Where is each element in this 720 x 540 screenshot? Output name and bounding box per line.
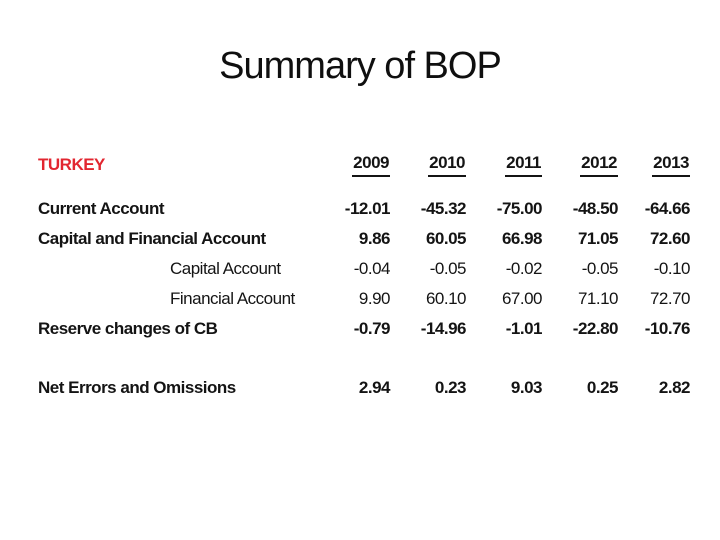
- cell-value: 60.05: [425, 229, 467, 248]
- row-label: Net Errors and Omissions: [38, 378, 236, 397]
- row-label: Capital Account: [170, 259, 281, 278]
- cell-value: -1.01: [505, 319, 543, 338]
- table-header-row: TURKEY 2009 2010 2011 2012 2013: [38, 150, 690, 180]
- cell-value: 2.82: [658, 378, 691, 397]
- cell-value: 72.70: [649, 289, 691, 308]
- region-label: TURKEY: [38, 155, 105, 174]
- cell-value: -0.02: [505, 259, 543, 278]
- slide-title: Summary of BOP: [219, 45, 502, 87]
- row-label: Reserve changes of CB: [38, 319, 218, 338]
- year-header-cell: 2013: [618, 150, 690, 180]
- year-header-cell: 2010: [390, 150, 466, 180]
- table-row: Financial Account 9.90 60.10 67.00 71.10…: [38, 284, 691, 314]
- cell-value: 0.25: [586, 378, 619, 397]
- table-row: Current Account -12.01 -45.32 -75.00 -48…: [38, 194, 691, 224]
- cell-value: 0.23: [434, 378, 467, 397]
- bop-table: TURKEY 2009 2010 2011 2012 2013 Current …: [38, 150, 691, 403]
- cell-value: 2.94: [358, 378, 391, 397]
- cell-value: -0.10: [653, 259, 691, 278]
- cell-value: -0.05: [429, 259, 467, 278]
- row-label: Current Account: [38, 199, 165, 218]
- cell-value: -10.76: [644, 319, 691, 338]
- cell-value: -75.00: [496, 199, 543, 218]
- year-header: 2012: [580, 153, 618, 177]
- table-row: Reserve changes of CB -0.79 -14.96 -1.01…: [38, 314, 691, 344]
- year-header-cell: 2009: [315, 150, 390, 180]
- year-header-cell: 2012: [542, 150, 618, 180]
- table-row: Capital Account -0.04 -0.05 -0.02 -0.05 …: [38, 254, 691, 284]
- year-header: 2010: [428, 153, 466, 177]
- year-header: 2009: [352, 153, 390, 177]
- cell-value: 60.10: [425, 289, 467, 308]
- spacer-row: [38, 344, 690, 373]
- cell-value: -64.66: [644, 199, 691, 218]
- cell-value: -0.04: [353, 259, 391, 278]
- cell-value: -0.79: [353, 319, 391, 338]
- row-label: Financial Account: [170, 289, 295, 308]
- year-header-cell: 2011: [466, 150, 542, 180]
- cell-value: -14.96: [420, 319, 467, 338]
- cell-value: 9.03: [510, 378, 543, 397]
- cell-value: 71.10: [577, 289, 619, 308]
- cell-value: 72.60: [649, 229, 691, 248]
- cell-value: 9.90: [358, 289, 391, 308]
- cell-value: 9.86: [358, 229, 391, 248]
- cell-value: -45.32: [420, 199, 467, 218]
- year-header: 2011: [505, 153, 542, 177]
- cell-value: 66.98: [501, 229, 543, 248]
- cell-value: -12.01: [344, 199, 391, 218]
- table-row: Net Errors and Omissions 2.94 0.23 9.03 …: [38, 373, 691, 403]
- table-row: Capital and Financial Account 9.86 60.05…: [38, 224, 691, 254]
- row-label: Capital and Financial Account: [38, 229, 266, 248]
- cell-value: 67.00: [501, 289, 543, 308]
- spacer-row: [38, 180, 690, 194]
- year-header: 2013: [652, 153, 690, 177]
- cell-value: -48.50: [572, 199, 619, 218]
- cell-value: 71.05: [577, 229, 619, 248]
- cell-value: -0.05: [581, 259, 619, 278]
- cell-value: -22.80: [572, 319, 619, 338]
